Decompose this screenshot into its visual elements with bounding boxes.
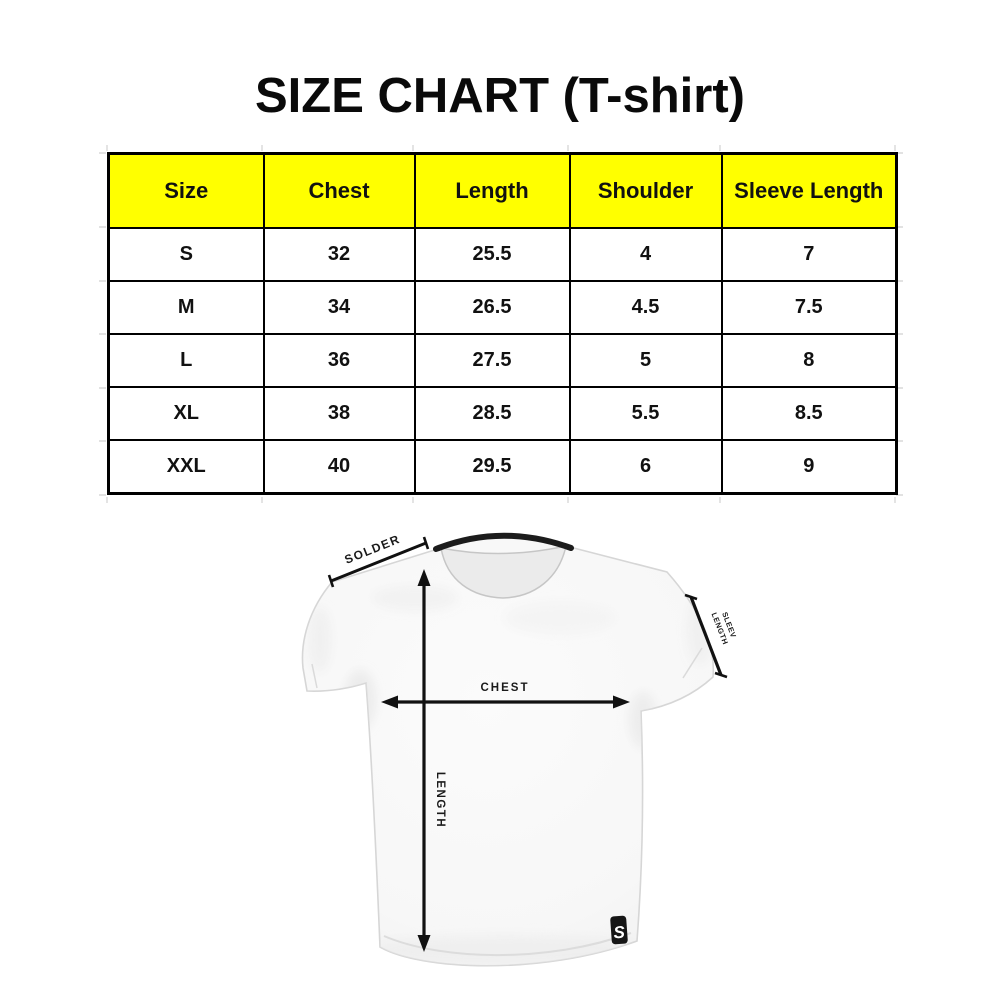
table-row-m: M 34 26.5 4.5 7.5: [107, 279, 898, 335]
hem-seam: [383, 932, 632, 957]
size-cell: XL: [107, 386, 265, 442]
neck-opening: [440, 545, 567, 599]
length-cell: 28.5: [413, 386, 571, 442]
size-cell: S: [107, 226, 265, 282]
sleeve-length-cell: 9: [720, 439, 898, 495]
sleeve-measure-line: [684, 593, 728, 679]
size-chart-table: Size Chest Length Shoulder Sleeve Length…: [107, 152, 898, 495]
header-row: Size Chest Length Shoulder Sleeve Length: [107, 152, 898, 229]
column-header-length: Length: [413, 152, 571, 229]
length-arrow: [417, 569, 431, 952]
length-cell: 27.5: [413, 332, 571, 389]
brand-logo-letter: S: [613, 923, 626, 943]
chest-label: CHEST: [481, 682, 530, 694]
shoulder-cell: 5: [568, 332, 723, 389]
right-sleeve-seam: [682, 647, 703, 679]
shoulder-cell: 6: [568, 439, 723, 495]
table-row-l: L 36 27.5 5 8: [107, 332, 898, 389]
column-header-size: Size: [107, 152, 265, 229]
chest-arrow: [381, 695, 630, 709]
shoulder-label: SOLDER: [343, 532, 403, 567]
sleeve-length-cell: 7: [720, 226, 898, 282]
collar: [433, 532, 574, 552]
size-cell: M: [107, 279, 265, 335]
page-title: SIZE CHART (T-shirt): [255, 69, 745, 123]
column-header-shoulder: Shoulder: [568, 152, 723, 229]
tshirt-diagram-svg: LENGTH CHEST SOLDER SLEEV: [301, 532, 739, 967]
left-sleeve-seam: [311, 663, 318, 689]
sleeve-length-cell: 8: [720, 332, 898, 389]
shoulder-measure-line: [327, 536, 430, 588]
length-cell: 29.5: [413, 439, 571, 495]
length-label: LENGTH: [434, 772, 446, 828]
chest-cell: 40: [262, 439, 416, 495]
tshirt-measurement-diagram: LENGTH CHEST SOLDER SLEEV: [275, 505, 740, 990]
sleeve-length-cell: 7.5: [720, 279, 898, 335]
chest-cell: 36: [262, 332, 416, 389]
length-cell: 26.5: [413, 279, 571, 335]
chest-cell: 34: [262, 279, 416, 335]
shirt-body: [301, 535, 715, 967]
chest-cell: 38: [262, 386, 416, 442]
shoulder-cell: 4: [568, 226, 723, 282]
size-cell: L: [107, 332, 265, 389]
brand-logo: S: [610, 915, 628, 945]
table-row-xxl: XXL 40 29.5 6 9: [107, 439, 898, 495]
shoulder-cell: 4.5: [568, 279, 723, 335]
sleeve-length-cell: 8.5: [720, 386, 898, 442]
chest-cell: 32: [262, 226, 416, 282]
table-row-xl: XL 38 28.5 5.5 8.5: [107, 386, 898, 442]
column-header-chest: Chest: [262, 152, 416, 229]
length-cell: 25.5: [413, 226, 571, 282]
column-header-sleeve-length: Sleeve Length: [720, 152, 898, 229]
shoulder-cell: 5.5: [568, 386, 723, 442]
sleeve-label: SLEEV LENGTH: [710, 611, 739, 646]
table-row-s: S 32 25.5 4 7: [107, 226, 898, 282]
size-cell: XXL: [107, 439, 265, 495]
